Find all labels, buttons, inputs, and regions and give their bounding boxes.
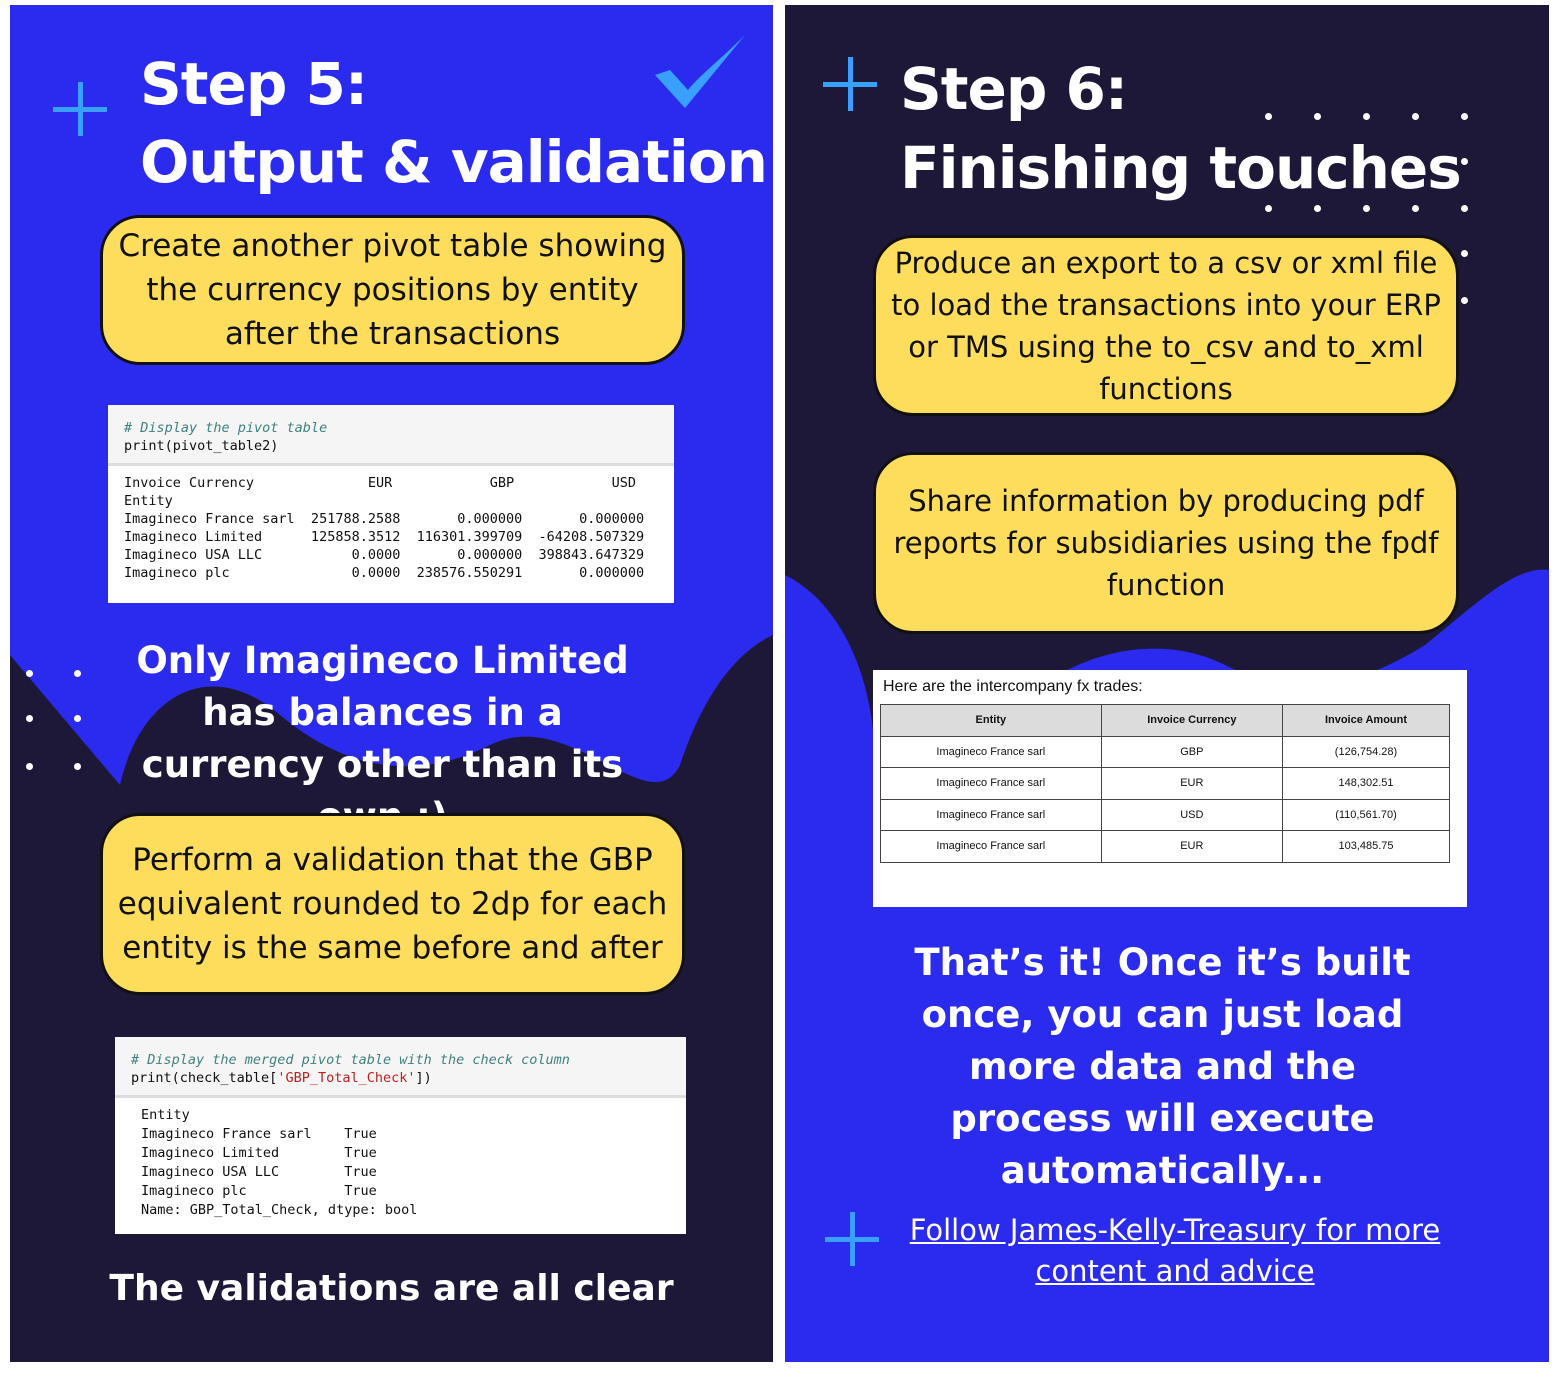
dot-decoration xyxy=(1461,297,1468,304)
table-cell: 103,485.75 xyxy=(1282,830,1450,863)
footer-statement: The validations are all clear xyxy=(109,1268,674,1309)
table-cell: USD xyxy=(1100,798,1284,831)
table-cell: EUR xyxy=(1100,767,1284,800)
column-header: Invoice Currency xyxy=(1100,704,1284,737)
dot-decoration xyxy=(1461,113,1468,120)
code-comment: # Display the merged pivot table with th… xyxy=(131,1052,570,1068)
dot-decoration xyxy=(1363,205,1370,212)
step-title: Step 5: xyxy=(140,50,368,118)
table-cell: EUR xyxy=(1100,830,1284,863)
table-cell: 148,302.51 xyxy=(1282,767,1450,800)
result-statement: Only Imagineco Limited has balances in a… xyxy=(136,639,629,838)
export-bubble: Produce an export to a csv or xml file t… xyxy=(873,235,1459,416)
dot-decoration xyxy=(1412,113,1419,120)
table-row: Imagineco France sarl EUR 148,302.51 xyxy=(880,767,1450,800)
follow-link[interactable]: Follow James-Kelly-Treasury for more con… xyxy=(909,1213,1441,1288)
check-code-cell: # Display the merged pivot table with th… xyxy=(115,1037,686,1234)
step-subtitle: Finishing touches xyxy=(900,134,1462,202)
dot-decoration xyxy=(74,763,81,770)
dot-decoration xyxy=(1314,205,1321,212)
table-cell: GBP xyxy=(1100,735,1284,768)
table-row: Imagineco France sarl EUR 103,485.75 xyxy=(880,830,1450,863)
step6-panel: Step 6: Finishing touches Produce an exp… xyxy=(785,5,1549,1362)
plus-icon xyxy=(825,1212,879,1266)
table-cell: Imagineco France sarl xyxy=(880,767,1102,800)
trades-table-image: Here are the intercompany fx trades: Ent… xyxy=(873,670,1467,907)
closing-statement: That’s it! Once it’s built once, you can… xyxy=(914,941,1411,1192)
dot-decoration xyxy=(1461,158,1468,165)
step5-panel: Step 5: Output & validation Create anoth… xyxy=(10,5,773,1362)
code-line: print(check_table['GBP_Total_Check']) xyxy=(131,1070,432,1086)
column-header: Invoice Amount xyxy=(1282,704,1450,737)
dot-decoration xyxy=(1461,250,1468,257)
table-cell: Imagineco France sarl xyxy=(880,830,1102,863)
plus-icon xyxy=(53,82,107,136)
table-cell: (110,561.70) xyxy=(1282,798,1450,831)
checkmark-icon xyxy=(655,35,745,108)
code-comment: # Display the pivot table xyxy=(124,420,328,436)
dot-decoration xyxy=(1363,113,1370,120)
table-row: Imagineco France sarl GBP (126,754.28) xyxy=(880,735,1450,768)
table-cell: Imagineco France sarl xyxy=(880,735,1102,768)
dot-decoration xyxy=(26,763,33,770)
trades-caption: Here are the intercompany fx trades: xyxy=(883,678,1143,695)
dot-decoration xyxy=(74,670,81,677)
dot-decoration xyxy=(1412,205,1419,212)
column-header: Entity xyxy=(880,704,1102,737)
plus-icon xyxy=(823,57,877,111)
instruction-bubble: Create another pivot table showing the c… xyxy=(100,215,685,365)
dot-decoration xyxy=(1461,205,1468,212)
validation-bubble: Perform a validation that the GBP equiva… xyxy=(100,813,685,995)
dot-decoration xyxy=(1314,113,1321,120)
pivot-output: Invoice Currency EUR GBP USD Entity Imag… xyxy=(124,475,645,581)
pdf-bubble: Share information by producing pdf repor… xyxy=(873,452,1459,634)
check-output: Entity Imagineco France sarl True Imagin… xyxy=(141,1107,418,1218)
code-line: print(pivot_table2) xyxy=(124,438,279,454)
dot-decoration xyxy=(26,670,33,677)
dot-decoration xyxy=(26,715,33,722)
dot-decoration xyxy=(74,715,81,722)
table-cell: (126,754.28) xyxy=(1282,735,1450,768)
table-row: Imagineco France sarl USD (110,561.70) xyxy=(880,798,1450,831)
pivot-code-cell: # Display the pivot table print(pivot_tab… xyxy=(108,405,674,603)
step-title: Step 6: xyxy=(900,55,1128,123)
trades-table: Entity Invoice Currency Invoice Amount Ima… xyxy=(880,704,1450,863)
dot-decoration xyxy=(1265,113,1272,120)
dot-decoration xyxy=(1265,205,1272,212)
step-subtitle: Output & validation xyxy=(140,128,768,196)
table-cell: Imagineco France sarl xyxy=(880,798,1102,831)
